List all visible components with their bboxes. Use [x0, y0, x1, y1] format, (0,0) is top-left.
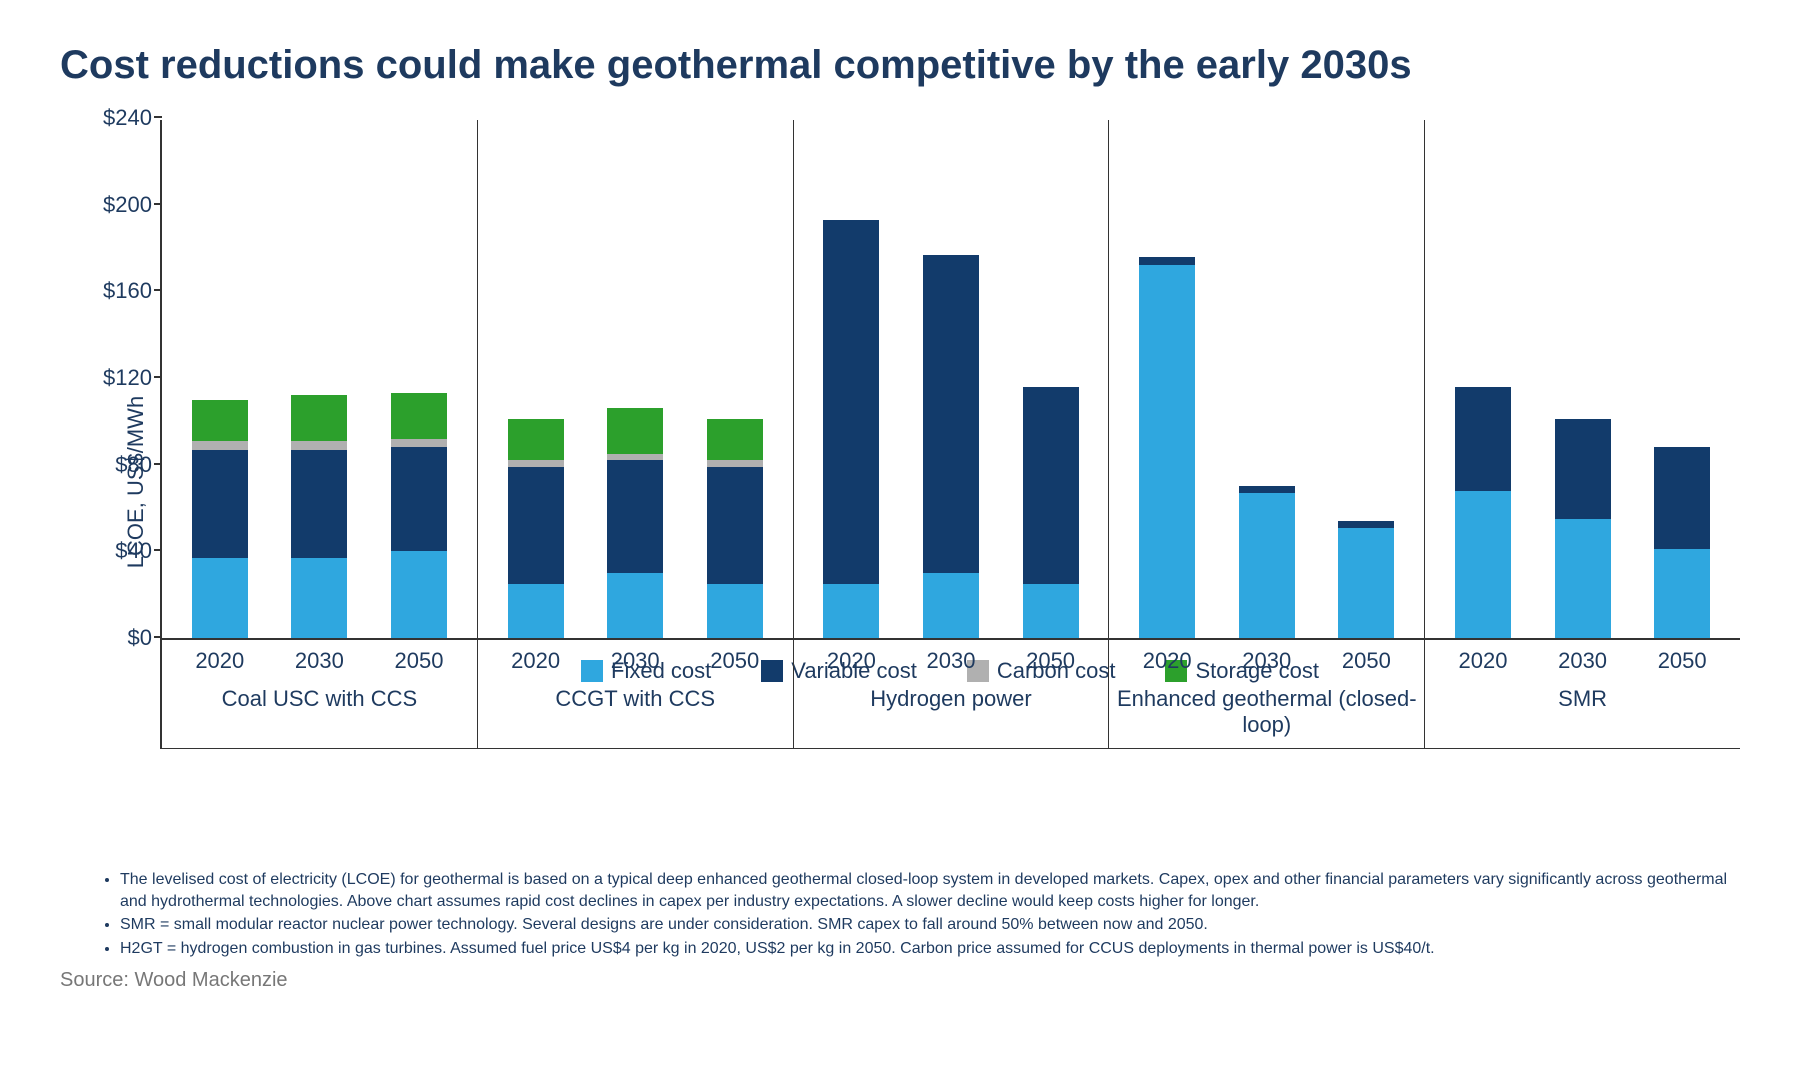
x-tick-year: 2020 [827, 648, 876, 674]
x-tick-year: 2030 [295, 648, 344, 674]
bar-segment-fixed [1455, 491, 1511, 638]
bar-segment-carbon [192, 441, 248, 450]
bar-group: 202020302050Enhanced geothermal (closed-… [1109, 120, 1425, 638]
bar-segment-storage [192, 400, 248, 441]
bar-segment-variable [1023, 387, 1079, 584]
y-tick-label: $200 [92, 192, 152, 218]
bar: 2020 [192, 400, 248, 638]
bar: 2050 [1023, 387, 1079, 638]
bar-group: 202020302050SMR [1425, 120, 1740, 638]
page-title: Cost reductions could make geothermal co… [60, 40, 1740, 90]
legend-swatch [761, 660, 783, 682]
bar-segment-fixed [1555, 519, 1611, 638]
bar-segment-fixed [391, 551, 447, 638]
x-tick-year: 2030 [1242, 648, 1291, 674]
bar-segment-fixed [923, 573, 979, 638]
bar-segment-fixed [1023, 584, 1079, 638]
bar: 2030 [291, 395, 347, 638]
y-tick-label: $80 [92, 452, 152, 478]
lcoe-chart: LCOE, US$/MWh 202020302050Coal USC with … [60, 120, 1740, 844]
bar-segment-fixed [1139, 265, 1195, 638]
bar-segment-variable [391, 447, 447, 551]
group-label: CCGT with CCS [478, 686, 793, 712]
bar: 2030 [1239, 486, 1295, 638]
y-tick-label: $240 [92, 105, 152, 131]
bar-segment-carbon [291, 441, 347, 450]
group-label: Enhanced geothermal (closed-loop) [1109, 686, 1424, 739]
bar-segment-variable [923, 255, 979, 574]
bar-segment-variable [508, 467, 564, 584]
bar: 2020 [1455, 387, 1511, 638]
bar-segment-storage [391, 393, 447, 439]
bar: 2050 [1338, 521, 1394, 638]
group-label: Coal USC with CCS [162, 686, 477, 712]
bar-group: 202020302050Hydrogen power [794, 120, 1110, 638]
x-tick-year: 2020 [1459, 648, 1508, 674]
legend-swatch [581, 660, 603, 682]
bar: 2050 [707, 419, 763, 638]
bar-segment-fixed [823, 584, 879, 638]
bar-segment-fixed [192, 558, 248, 638]
bar-segment-storage [707, 419, 763, 460]
x-tick-year: 2020 [195, 648, 244, 674]
bar-segment-fixed [291, 558, 347, 638]
y-tick-label: $120 [92, 365, 152, 391]
x-tick-year: 2050 [1658, 648, 1707, 674]
group-label: SMR [1425, 686, 1740, 712]
x-tick-year: 2050 [395, 648, 444, 674]
bar-segment-fixed [607, 573, 663, 638]
bar-segment-variable [192, 450, 248, 558]
bar-segment-variable [1654, 447, 1710, 549]
bar-segment-variable [1455, 387, 1511, 491]
bar: 2050 [391, 393, 447, 638]
source-attribution: Source: Wood Mackenzie [60, 969, 1740, 992]
footnote-item: The levelised cost of electricity (LCOE)… [120, 869, 1740, 912]
bar-segment-variable [707, 467, 763, 584]
x-tick-year: 2050 [1026, 648, 1075, 674]
bar-segment-fixed [1239, 493, 1295, 638]
bar-segment-variable [1139, 257, 1195, 266]
bar-segment-storage [607, 408, 663, 454]
bar-segment-carbon [391, 439, 447, 448]
x-tick-year: 2030 [927, 648, 976, 674]
group-label: Hydrogen power [794, 686, 1109, 712]
bar: 2020 [508, 419, 564, 638]
bar: 2020 [1139, 257, 1195, 638]
bar-segment-fixed [707, 584, 763, 638]
bar-segment-fixed [1338, 528, 1394, 639]
plot-area: 202020302050Coal USC with CCS20202030205… [160, 120, 1740, 640]
x-tick-year: 2050 [1342, 648, 1391, 674]
bar: 2030 [1555, 419, 1611, 638]
bar-segment-variable [1555, 419, 1611, 519]
bar-segment-storage [508, 419, 564, 460]
bar-group: 202020302050CCGT with CCS [478, 120, 794, 638]
bar: 2020 [823, 220, 879, 638]
bar-segment-storage [291, 395, 347, 441]
y-tick-label: $160 [92, 278, 152, 304]
bar-segment-fixed [508, 584, 564, 638]
x-tick-year: 2020 [511, 648, 560, 674]
y-tick-label: $40 [92, 538, 152, 564]
footnote-item: H2GT = hydrogen combustion in gas turbin… [120, 938, 1740, 960]
x-tick-year: 2050 [710, 648, 759, 674]
footnote-item: SMR = small modular reactor nuclear powe… [120, 914, 1740, 936]
x-tick-year: 2030 [611, 648, 660, 674]
bar-segment-variable [607, 460, 663, 573]
bar: 2030 [923, 255, 979, 639]
bar-group: 202020302050Coal USC with CCS [162, 120, 478, 638]
x-tick-year: 2030 [1558, 648, 1607, 674]
y-tick-label: $0 [92, 625, 152, 651]
bar: 2030 [607, 408, 663, 638]
bar: 2050 [1654, 447, 1710, 638]
footnotes: The levelised cost of electricity (LCOE)… [60, 869, 1740, 959]
x-tick-year: 2020 [1143, 648, 1192, 674]
bar-segment-variable [823, 220, 879, 584]
bar-segment-fixed [1654, 549, 1710, 638]
bar-segment-variable [291, 450, 347, 558]
